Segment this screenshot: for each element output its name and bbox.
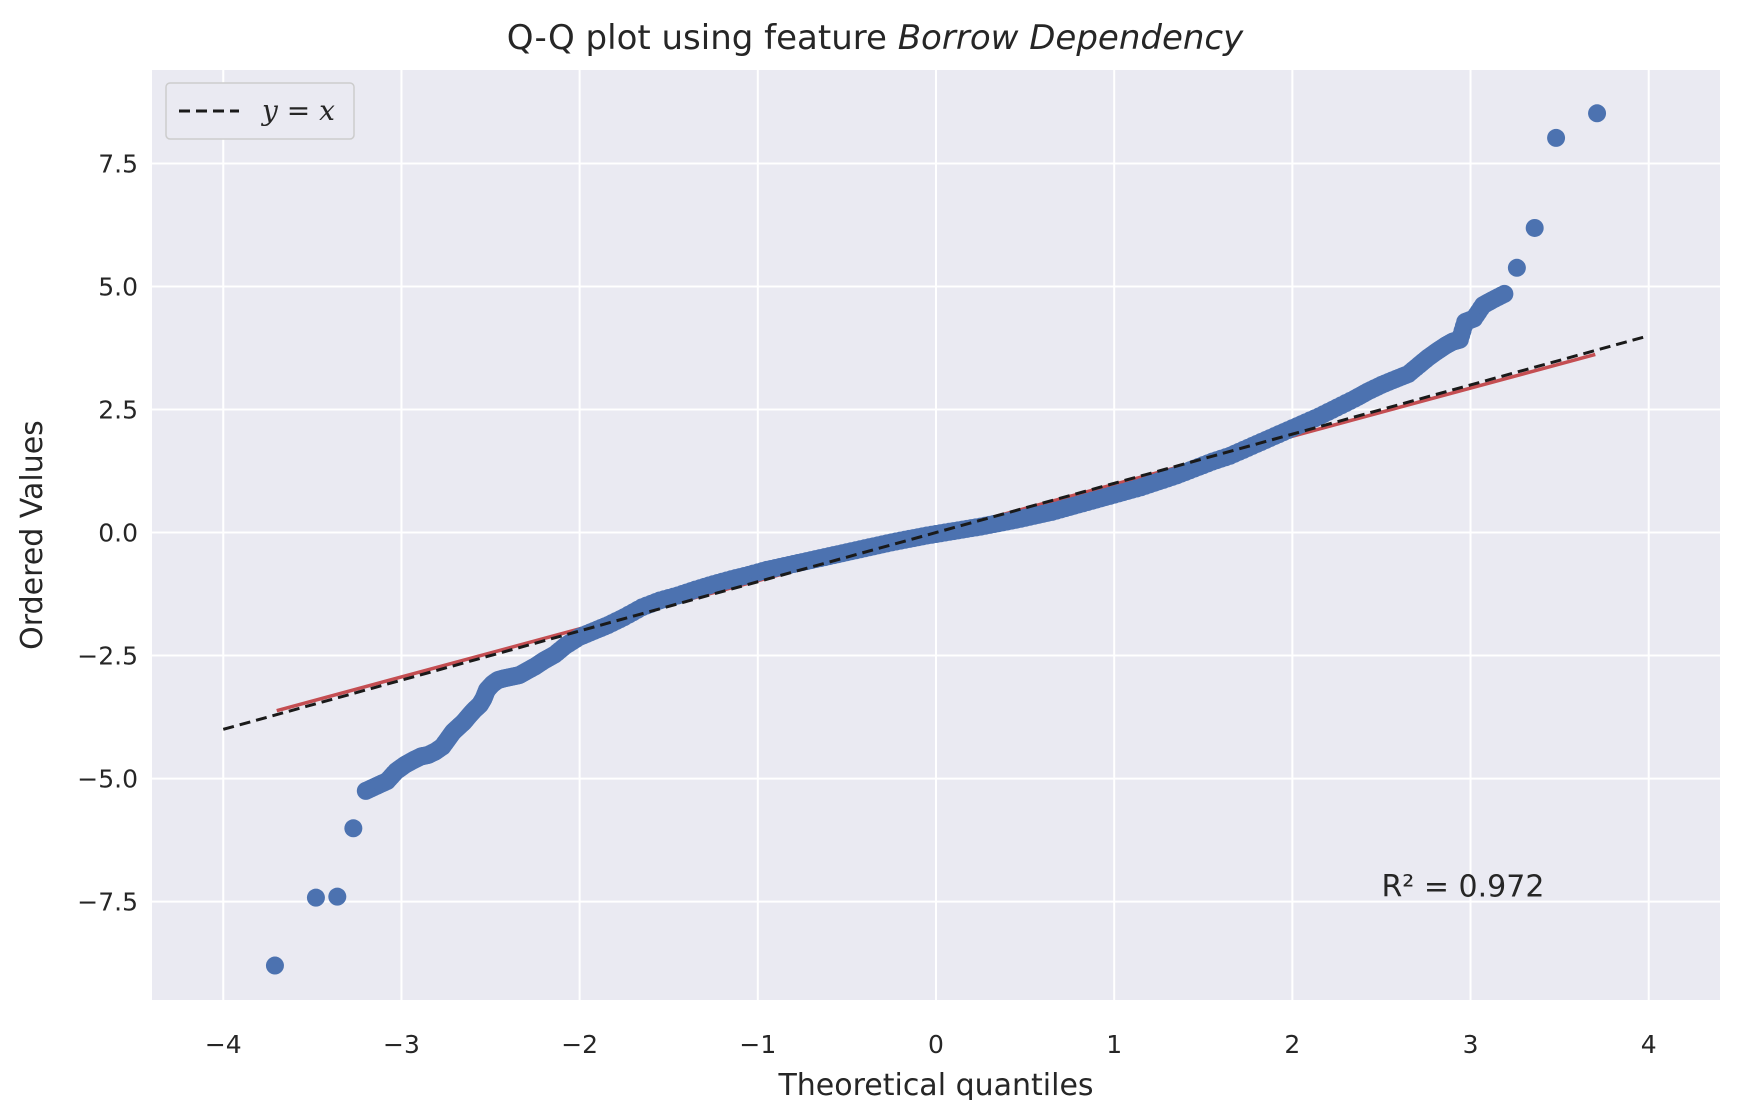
y-tick-label: −5.0 (77, 765, 138, 794)
x-tick-label: −1 (739, 1030, 776, 1059)
data-points (265, 104, 1607, 975)
y-tick-label: 2.5 (98, 396, 138, 425)
y-tick-label: 0.0 (98, 519, 138, 548)
data-point (1507, 258, 1526, 277)
reference-line-y-equals-x (222, 334, 1650, 731)
reference-line-layer (222, 334, 1650, 731)
data-point (1547, 128, 1566, 147)
data-point (265, 956, 284, 975)
legend: y = x (165, 82, 355, 140)
r-squared-annotation: R² = 0.972 (1381, 870, 1544, 905)
x-tick-label: −2 (561, 1030, 598, 1059)
x-tick-label: −3 (383, 1030, 420, 1059)
x-tick-label: −4 (205, 1030, 242, 1059)
x-tick-label: 2 (1284, 1030, 1300, 1059)
x-tick-label: 0 (928, 1030, 944, 1059)
y-tick-label: −2.5 (77, 642, 138, 671)
legend-label: y = x (260, 94, 335, 127)
legend-box (165, 82, 355, 140)
x-tick-labels: −4 −3 −2 −1 0 1 2 3 4 (205, 1030, 1657, 1059)
data-point (1525, 218, 1544, 237)
data-point (328, 887, 347, 906)
y-tick-label: 5.0 (98, 273, 138, 302)
data-point (344, 819, 363, 838)
chart-title-prefix: Q-Q plot using feature (507, 18, 887, 58)
y-tick-labels: −7.5 −5.0 −2.5 0.0 2.5 5.0 7.5 (77, 149, 138, 916)
chart-title-feature: Borrow Dependency (898, 18, 1244, 58)
data-point (306, 888, 325, 907)
x-tick-label: 4 (1641, 1030, 1657, 1059)
grid-lines (152, 70, 1720, 1000)
data-point (1495, 284, 1514, 303)
y-tick-label: 7.5 (98, 149, 138, 178)
y-axis-label: Ordered Values (15, 420, 50, 650)
x-tick-label: 1 (1106, 1030, 1122, 1059)
chart-title: Q-Q plot using feature Borrow Dependency (507, 18, 1244, 58)
y-tick-label: −7.5 (77, 888, 138, 917)
x-axis-label: Theoretical quantiles (777, 1068, 1093, 1100)
x-tick-label: 3 (1463, 1030, 1479, 1059)
data-point (1588, 104, 1607, 123)
